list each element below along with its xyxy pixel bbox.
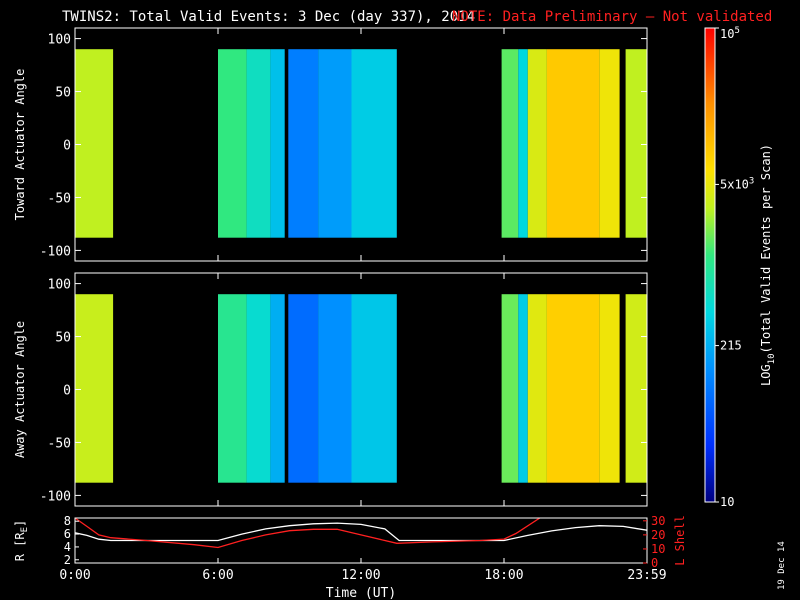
away-segment-3 bbox=[270, 294, 285, 483]
colorbar-tick-label: 10 bbox=[720, 495, 734, 509]
radius-ytick-label: 6 bbox=[64, 527, 71, 541]
away-segment-0 bbox=[75, 294, 114, 483]
away-ytick-label: 100 bbox=[48, 278, 71, 293]
away-segment-5 bbox=[318, 294, 352, 483]
away-segment-6 bbox=[351, 294, 397, 483]
away-segment-12 bbox=[625, 294, 647, 483]
lshell-ytick-label: 20 bbox=[651, 528, 665, 542]
date-stamp: 19 Dec 14 bbox=[777, 541, 787, 590]
away-segment-10 bbox=[546, 294, 600, 483]
lshell-series-line bbox=[75, 518, 541, 549]
lshell-axis-label: L Shell bbox=[673, 515, 687, 566]
colorbar-tick-label: 215 bbox=[720, 339, 742, 353]
time-xtick-label: 23:59 bbox=[627, 568, 666, 583]
lshell-ytick-label: 10 bbox=[651, 542, 665, 556]
away-segment-7 bbox=[501, 294, 519, 483]
toward-ytick-label: -50 bbox=[48, 191, 71, 206]
toward-segment-4 bbox=[288, 49, 319, 238]
away-ytick-label: 50 bbox=[55, 331, 71, 346]
radius-ytick-label: 8 bbox=[64, 514, 71, 528]
toward-segment-10 bbox=[546, 49, 600, 238]
colorbar-tick-label: 105 bbox=[720, 26, 740, 41]
radius-ytick-label: 4 bbox=[64, 540, 71, 554]
away-segment-11 bbox=[599, 294, 620, 483]
time-xtick-label: 18:00 bbox=[484, 568, 523, 583]
away-segment-1 bbox=[218, 294, 247, 483]
toward-segment-8 bbox=[518, 49, 528, 238]
radius-axis-label: R [RE] bbox=[13, 520, 30, 562]
colorbar-gradient bbox=[704, 27, 716, 503]
time-xtick-label: 0:00 bbox=[59, 568, 90, 583]
away-heatmap-panel: 100 50 0 -50 -100 Away Actuator Angle bbox=[13, 272, 648, 507]
colorbar: 10 215 5x103 105 LOG10(Total Valid Events p… bbox=[704, 26, 777, 509]
toward-segment-5 bbox=[318, 49, 352, 238]
page-title: TWINS2: Total Valid Events: 3 Dec (day 3… bbox=[62, 9, 475, 25]
away-ytick-label: -100 bbox=[40, 489, 71, 504]
toward-heatmap-panel: 100 50 0 -50 -100 Toward Actuator Angle bbox=[13, 27, 648, 262]
toward-ytick-label: 100 bbox=[48, 33, 71, 48]
radius-series-line bbox=[75, 522, 647, 542]
toward-ylabel: Toward Actuator Angle bbox=[13, 69, 27, 221]
toward-segment-6 bbox=[351, 49, 397, 238]
colorbar-label: LOG10(Total Valid Events per Scan) bbox=[759, 144, 777, 386]
toward-segment-12 bbox=[625, 49, 647, 238]
toward-segment-11 bbox=[599, 49, 620, 238]
colorbar-tick-label: 5x103 bbox=[720, 176, 754, 191]
time-axis-label: Time (UT) bbox=[326, 586, 396, 600]
away-segment-2 bbox=[246, 294, 271, 483]
preliminary-note: NOTE: Data Preliminary – Not validated bbox=[452, 9, 772, 25]
toward-segment-7 bbox=[501, 49, 519, 238]
away-ytick-label: -50 bbox=[48, 436, 71, 451]
away-ytick-label: 0 bbox=[63, 384, 71, 399]
toward-ytick-label: 50 bbox=[55, 86, 71, 101]
lshell-ytick-label: 0 bbox=[651, 556, 658, 570]
lshell-ytick-label: 30 bbox=[651, 514, 665, 528]
radius-ytick-label: 2 bbox=[64, 553, 71, 567]
toward-segment-1 bbox=[218, 49, 247, 238]
away-segment-9 bbox=[527, 294, 547, 483]
toward-segment-0 bbox=[75, 49, 114, 238]
toward-segment-2 bbox=[246, 49, 271, 238]
away-ylabel: Away Actuator Angle bbox=[13, 321, 27, 458]
away-segment-4 bbox=[288, 294, 319, 483]
toward-ytick-label: -100 bbox=[40, 244, 71, 259]
time-xtick-label: 12:00 bbox=[341, 568, 380, 583]
time-xtick-label: 6:00 bbox=[202, 568, 233, 583]
toward-segment-9 bbox=[527, 49, 547, 238]
toward-segment-3 bbox=[270, 49, 285, 238]
toward-ytick-label: 0 bbox=[63, 139, 71, 154]
away-segment-8 bbox=[518, 294, 528, 483]
